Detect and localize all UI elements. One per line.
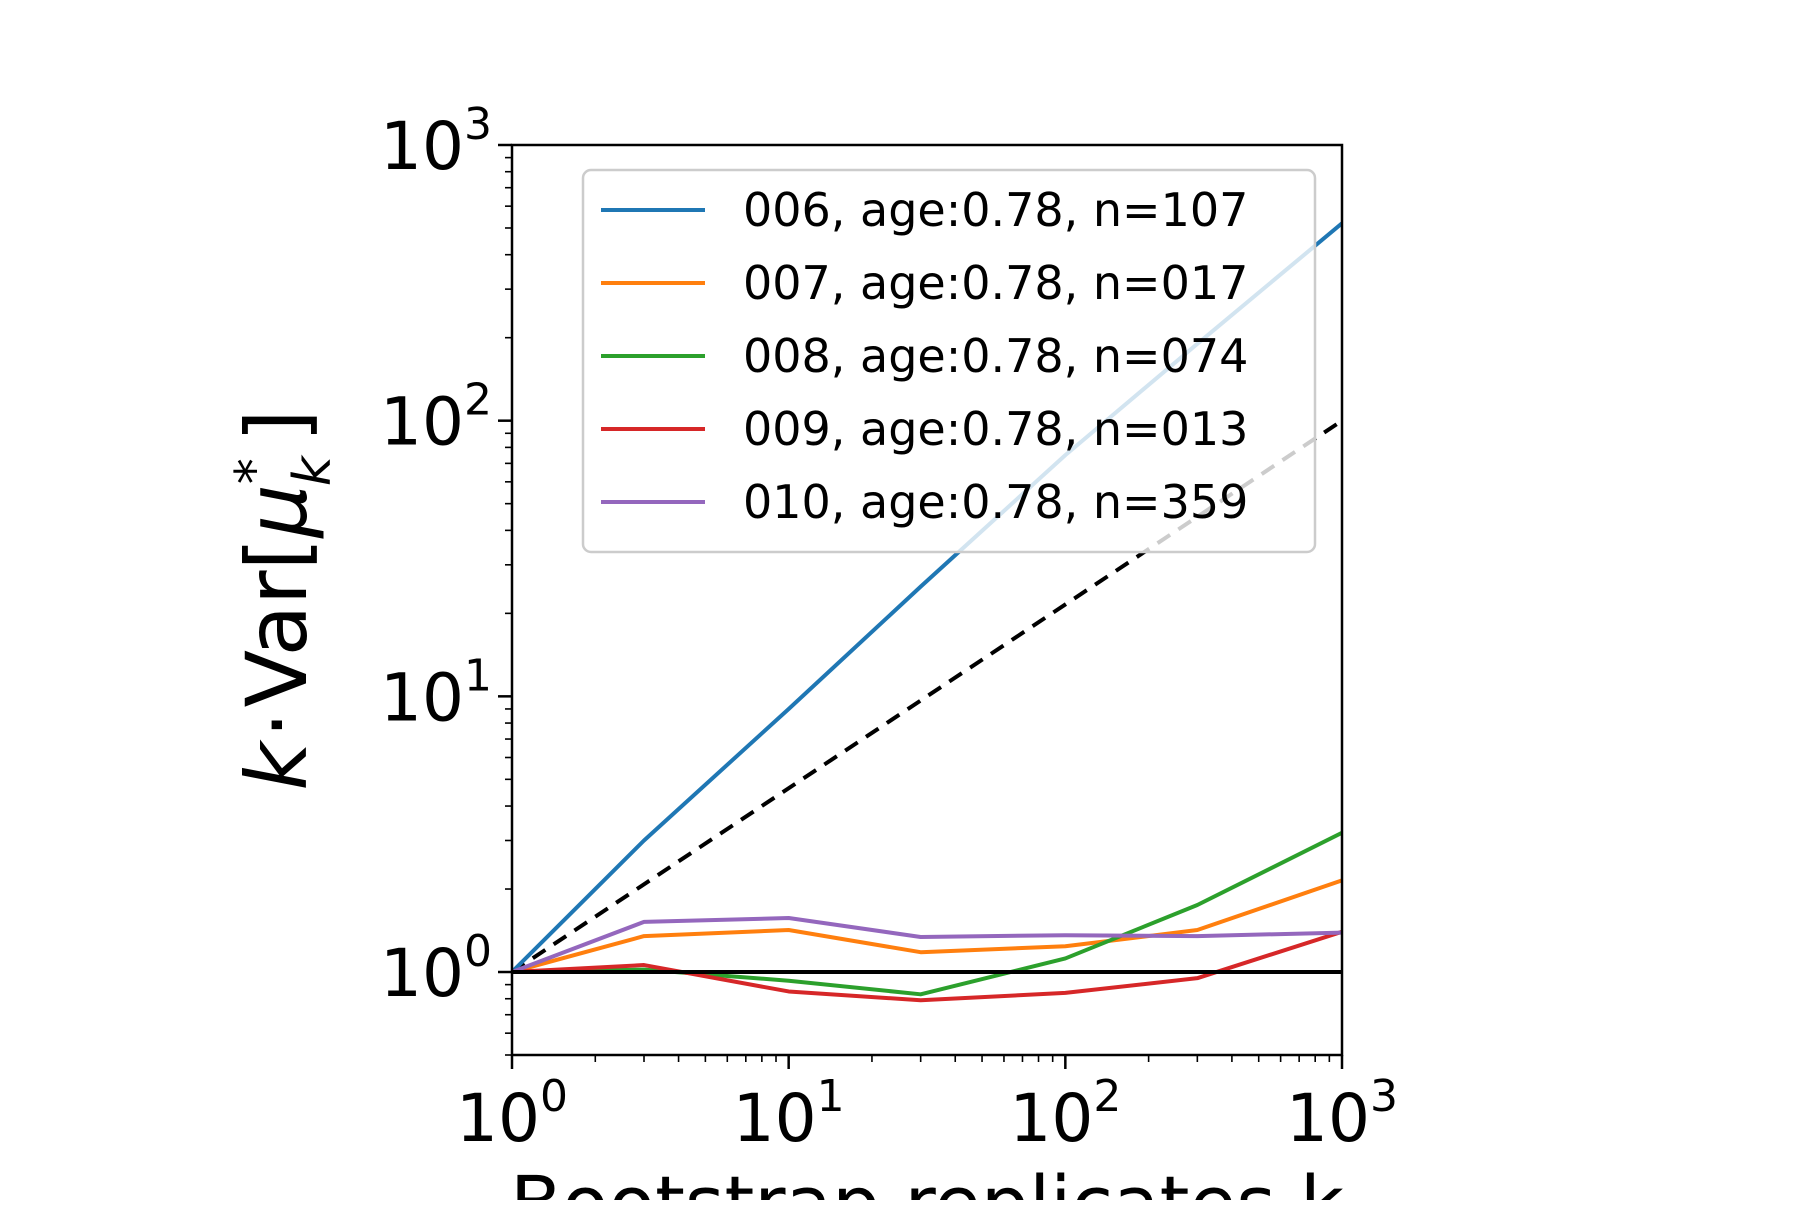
legend: 006, age:0.78, n=107 007, age:0.78, n=017… [581,168,1317,554]
y-label-sub: k [283,454,343,486]
legend-item: 007, age:0.78, n=017 [601,256,1248,310]
legend-label: 007, age:0.78, n=017 [743,256,1248,310]
y-label-mu: μ [228,484,326,539]
y-label-star: * [225,458,285,484]
legend-label: 008, age:0.78, n=074 [743,329,1248,383]
y-tick-label: 102 [380,375,492,461]
legend-item: 010, age:0.78, n=359 [601,475,1248,529]
axis-labels: Bootstrap replicates k k·Var[μ*k] [225,409,1344,1205]
series-line-007 [512,878,1342,974]
x-tick-label: 101 [733,1071,845,1157]
y-label-var: Var[ [228,538,326,708]
x-axis-label: Bootstrap replicates k [510,1159,1344,1200]
ticks-layer: 100 101 102 103 100 101 102 103 [380,99,1398,1157]
series-line-010 [512,916,1342,974]
x-tick-label: 100 [456,1071,568,1157]
y-tick-label: 100 [380,926,492,1012]
legend-box [581,168,1317,554]
y-axis-label: k·Var[μ*k] [225,409,343,790]
legend-item: 006, age:0.78, n=107 [601,183,1248,237]
x-tick-label: 102 [1009,1071,1121,1157]
legend-label: 006, age:0.78, n=107 [743,183,1248,237]
svg-text:k·Var[μ*k]: k·Var[μ*k] [225,409,343,790]
legend-item: 008, age:0.78, n=074 [601,329,1248,383]
legend-label: 010, age:0.78, n=359 [743,475,1248,529]
y-label-close: ] [228,409,326,442]
y-label-dot: · [228,711,326,738]
y-tick-label: 103 [380,99,492,185]
series-line-008 [512,830,1342,997]
legend-label: 009, age:0.78, n=013 [743,402,1248,456]
series-line-009 [512,929,1342,1003]
y-label-k: k [228,739,326,791]
y-tick-label: 101 [380,650,492,736]
x-tick-label: 103 [1286,1071,1398,1157]
plot-frame [510,143,1344,1057]
legend-item: 009, age:0.78, n=013 [601,402,1248,456]
